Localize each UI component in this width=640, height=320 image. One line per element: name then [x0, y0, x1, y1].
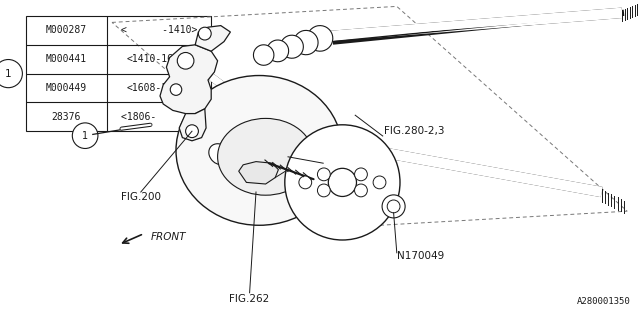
Polygon shape [239, 162, 278, 184]
Circle shape [373, 176, 386, 189]
Text: M000287: M000287 [46, 25, 87, 36]
Text: 28362: 28362 [288, 155, 321, 165]
Ellipse shape [209, 144, 230, 165]
Circle shape [177, 52, 194, 69]
Ellipse shape [253, 45, 274, 65]
Text: FIG.280-2,3: FIG.280-2,3 [384, 126, 445, 136]
Circle shape [317, 184, 330, 197]
Text: M000449: M000449 [46, 83, 87, 93]
Text: 1: 1 [5, 68, 12, 79]
Circle shape [72, 123, 98, 148]
Ellipse shape [243, 125, 266, 148]
Circle shape [198, 27, 211, 40]
Circle shape [285, 125, 400, 240]
Text: FRONT: FRONT [150, 232, 186, 242]
Ellipse shape [220, 138, 242, 159]
Ellipse shape [280, 35, 303, 58]
Ellipse shape [267, 40, 289, 62]
Ellipse shape [294, 30, 318, 55]
Text: 28376: 28376 [52, 112, 81, 122]
Circle shape [355, 168, 367, 181]
Circle shape [382, 195, 405, 218]
Bar [26, 16, 211, 131]
Circle shape [186, 125, 198, 138]
Polygon shape [160, 45, 218, 114]
Text: <      -1410>: < -1410> [121, 25, 197, 36]
Circle shape [328, 168, 356, 196]
Circle shape [387, 200, 400, 213]
Text: M000441: M000441 [46, 54, 87, 64]
Text: <1806-      >: <1806- > [121, 112, 197, 122]
Ellipse shape [231, 132, 254, 154]
Circle shape [355, 184, 367, 197]
Circle shape [317, 168, 330, 181]
Text: N170049: N170049 [397, 251, 444, 261]
Text: FIG.262: FIG.262 [230, 294, 269, 304]
Circle shape [170, 84, 182, 95]
Text: <1410-1608>: <1410-1608> [127, 54, 191, 64]
Text: FIG.200: FIG.200 [121, 192, 161, 202]
Ellipse shape [218, 118, 314, 195]
Text: A280001350: A280001350 [577, 297, 630, 306]
Ellipse shape [307, 26, 333, 51]
Text: <1608-1806>: <1608-1806> [127, 83, 191, 93]
Polygon shape [179, 109, 206, 141]
Polygon shape [195, 26, 230, 51]
Circle shape [299, 176, 312, 189]
Text: 28365: 28365 [275, 174, 308, 184]
Ellipse shape [176, 76, 342, 225]
Ellipse shape [254, 119, 277, 143]
Text: 1: 1 [82, 131, 88, 141]
